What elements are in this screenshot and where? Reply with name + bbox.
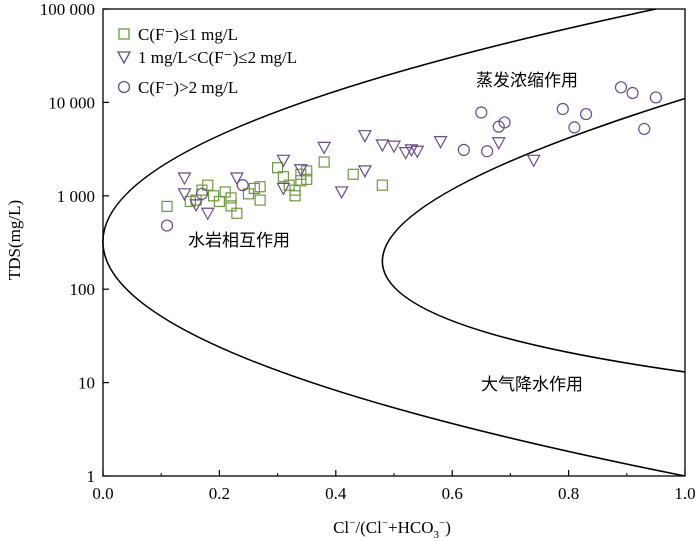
region-label-precipitation: 大气降水作用 [481, 375, 583, 395]
point-triangle [189, 199, 204, 213]
point-square [161, 200, 173, 213]
point-triangle [526, 154, 541, 168]
point-circle [579, 107, 593, 121]
point-circle [649, 91, 663, 104]
data-points [160, 81, 663, 232]
legend-label-high: C(F⁻)>2 mg/L [138, 78, 238, 97]
point-triangle [276, 182, 291, 196]
point-square [289, 184, 301, 196]
point-triangle [491, 137, 506, 150]
point-square [225, 200, 237, 212]
point-circle [556, 102, 569, 116]
axes: 0.0 0.2 0.4 0.6 0.8 1.0 1 10 100 1 000 10 000 100 0… [40, 0, 696, 503]
y-tick-label: 1 [87, 467, 96, 486]
y-tick-label: 10 000 [48, 93, 95, 112]
legend: C(F⁻)≤1 mg/L 1 mg/L<C(F⁻)≤2 mg/L C(F⁻)>2… [116, 25, 297, 97]
y-tick-label: 100 [70, 280, 96, 299]
x-tick-label: 0.0 [92, 484, 113, 503]
point-triangle [177, 172, 192, 186]
point-square [301, 173, 313, 185]
legend-label-low: C(F⁻)≤1 mg/L [138, 25, 238, 44]
point-triangle [375, 139, 390, 153]
point-circle [475, 106, 488, 119]
point-triangle [386, 140, 402, 154]
legend-label-mid: 1 mg/L<C(F⁻)≤2 mg/L [138, 48, 297, 67]
point-circle [568, 121, 581, 134]
x-tick-label: 0.8 [558, 484, 579, 503]
point-circle [457, 143, 470, 157]
y-tick-label: 100 000 [40, 0, 95, 19]
point-triangle [200, 207, 215, 221]
point-triangle [398, 147, 413, 160]
point-circle [614, 81, 628, 94]
region-label-evaporation: 蒸发浓缩作用 [476, 71, 578, 91]
point-square [318, 156, 330, 168]
point-triangle [357, 130, 372, 143]
point-triangle [317, 141, 332, 155]
point-triangle [334, 186, 349, 200]
point-square [213, 195, 225, 208]
point-square [219, 186, 231, 198]
point-square [254, 181, 266, 193]
x-tick-label: 0.6 [442, 484, 463, 503]
point-square [202, 179, 214, 191]
point-square [277, 171, 290, 183]
point-triangle [276, 154, 291, 168]
legend-triangle-marker [116, 51, 132, 65]
point-square [184, 195, 196, 208]
point-triangle [404, 144, 419, 158]
point-square [376, 179, 388, 191]
point-circle [498, 116, 511, 129]
point-triangle [433, 136, 448, 149]
point-square [225, 192, 237, 204]
y-tick-label: 10 [78, 374, 95, 393]
x-axis-title: Cl−/(Cl−+HCO3−) [333, 517, 451, 541]
x-tick-label: 0.2 [209, 484, 230, 503]
point-square [289, 190, 301, 202]
point-square [231, 207, 243, 219]
point-square [207, 190, 220, 202]
point-circle [160, 219, 174, 232]
point-triangle [293, 164, 308, 178]
point-square [248, 182, 260, 195]
boundary-curve-2 [381, 97, 686, 373]
point-triangle [229, 172, 244, 186]
point-circle [195, 187, 209, 200]
point-circle [481, 145, 494, 158]
point-square [347, 168, 359, 180]
x-tick-label: 0.4 [325, 484, 347, 503]
point-triangle [410, 145, 425, 159]
point-square [272, 162, 284, 174]
point-circle [626, 86, 639, 100]
legend-circle-marker [117, 80, 131, 94]
point-square [254, 194, 266, 206]
point-circle [236, 179, 249, 192]
point-triangle [357, 165, 372, 179]
y-axis-title: TDS(mg/L) [5, 200, 24, 280]
y-tick-label: 1 000 [57, 187, 95, 206]
point-circle [638, 122, 651, 136]
x-tick-label: 1.0 [674, 484, 695, 503]
legend-square-marker [118, 28, 130, 40]
region-label-rock-weathering: 水岩相互作用 [188, 231, 290, 251]
point-triangle [177, 188, 192, 202]
